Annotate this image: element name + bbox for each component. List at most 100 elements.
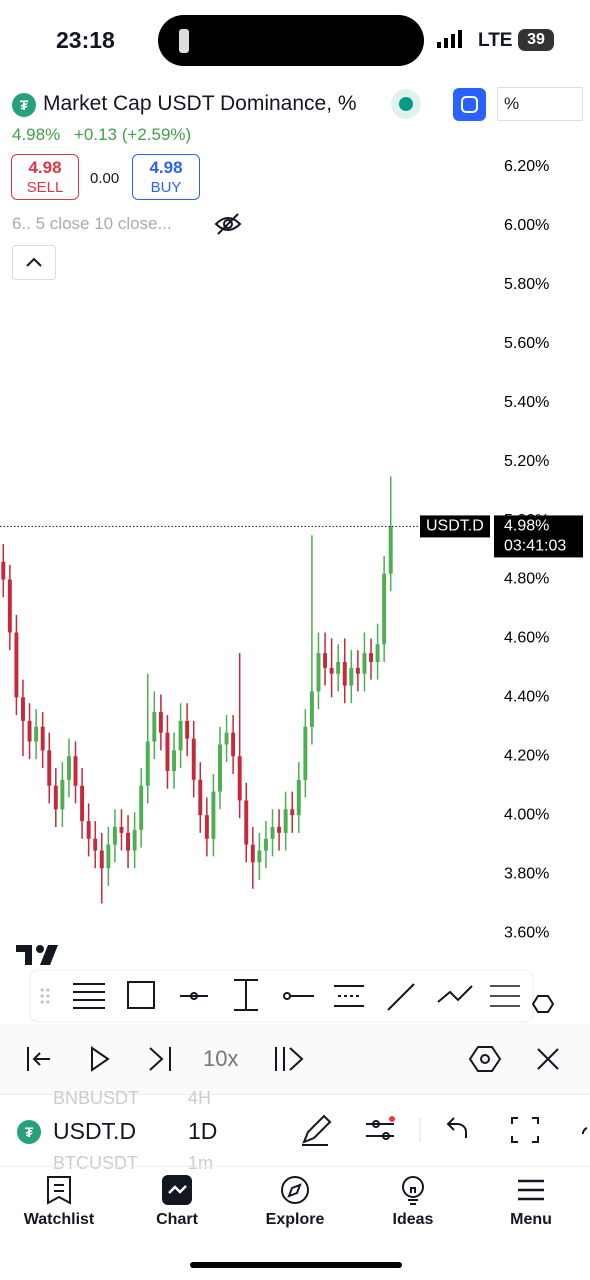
explore-icon: [281, 1176, 309, 1204]
chart-icon: [162, 1175, 192, 1205]
candle-body: [132, 829, 137, 851]
hide-icon[interactable]: [214, 212, 242, 236]
tab-ideas[interactable]: Ideas: [358, 1175, 468, 1229]
price-tag: [494, 515, 583, 558]
divider: [0, 1094, 590, 1095]
buy-button[interactable]: 4.98 BUY: [132, 154, 200, 200]
candle-body: [80, 785, 85, 822]
candle-body: [1, 561, 6, 580]
candle-body: [34, 726, 39, 742]
candle-body: [27, 720, 32, 742]
replay-bar: [0, 1024, 590, 1094]
candle-body: [336, 661, 341, 674]
menu-icon: [518, 1179, 544, 1201]
clock: 23:18: [56, 27, 115, 53]
unit-field[interactable]: %: [497, 87, 583, 121]
candle-body: [112, 826, 117, 845]
drawing-toolbar: [29, 969, 555, 1023]
symbol-icon: ₮: [12, 93, 36, 117]
y-tick-label: 6.20%: [504, 158, 549, 175]
symbol-tag-label: USDT.D: [426, 518, 484, 535]
candle-body: [342, 661, 347, 686]
candle-body: [296, 779, 301, 816]
candle-body: [323, 653, 328, 668]
tab-watchlist[interactable]: Watchlist: [4, 1175, 114, 1229]
svg-text:₮: ₮: [20, 97, 29, 113]
tab-menu[interactable]: Menu: [476, 1175, 586, 1229]
replay-controls: [27, 1046, 304, 1072]
replay-actions: [468, 1046, 559, 1072]
candle-body: [47, 750, 52, 786]
y-tick-label: 5.40%: [504, 394, 549, 411]
candle-body: [158, 712, 163, 733]
sell-button[interactable]: 4.98 SELL: [11, 154, 79, 200]
candle-body: [93, 838, 98, 851]
sell-label: SELL: [26, 179, 64, 196]
signal-icon: [437, 30, 462, 48]
candle-body: [204, 815, 209, 839]
network: LTE: [478, 30, 513, 51]
candle-body: [145, 741, 150, 786]
candle-body: [362, 653, 367, 674]
candle-body: [369, 653, 373, 662]
buy-label: BUY: [150, 179, 182, 196]
interval[interactable]: 1D: [188, 1118, 218, 1144]
tab-chart[interactable]: Chart: [122, 1175, 232, 1229]
candle-body: [198, 779, 203, 816]
candle-body: [152, 712, 157, 742]
replay-speed[interactable]: 10x: [203, 1046, 239, 1071]
price-tag-label: 4.98%: [504, 518, 549, 535]
tab-label: Chart: [156, 1211, 198, 1228]
market-status[interactable]: [390, 88, 422, 120]
candle-body: [250, 844, 255, 863]
candle-body: [106, 844, 111, 869]
candle-body: [165, 732, 170, 771]
svg-text:₮: ₮: [25, 1124, 34, 1140]
tab-label: Menu: [510, 1211, 552, 1228]
battery: 39: [518, 29, 554, 51]
y-tick-label: 3.60%: [504, 924, 549, 941]
candle-body: [218, 744, 222, 792]
prev-interval: 4H: [188, 1088, 212, 1108]
candle-body: [60, 779, 65, 810]
candle-body: [316, 653, 321, 692]
tab-explore[interactable]: Explore: [240, 1175, 350, 1229]
home-indicator: [190, 1262, 402, 1268]
candle-body: [237, 756, 242, 801]
candle-body: [277, 826, 282, 833]
candle-body: [126, 832, 131, 851]
dynamic-island: [158, 15, 424, 66]
compare-button[interactable]: [453, 88, 486, 121]
candle-body: [99, 850, 104, 869]
countdown: 03:41:03: [504, 538, 566, 555]
chart-title: Market Cap USDT Dominance, %: [43, 92, 357, 115]
prev-symbol: BNBUSDT: [53, 1088, 140, 1108]
candle-body: [263, 838, 268, 851]
candle-body: [191, 738, 196, 780]
symbol[interactable]: USDT.D: [53, 1118, 137, 1144]
y-tick-label: 4.20%: [504, 747, 549, 764]
flashlight-icon: [179, 29, 189, 53]
y-tick-label: 4.80%: [504, 571, 549, 588]
candle-body: [119, 826, 124, 833]
collapse-button[interactable]: [12, 245, 56, 280]
candle-body: [355, 667, 360, 674]
candle-body: [283, 809, 288, 833]
symbol-tag: [420, 515, 490, 538]
candle-body: [185, 720, 190, 739]
next-interval: 1m: [188, 1153, 214, 1173]
symbol-actions: [302, 1114, 588, 1146]
y-tick-label: 4.40%: [504, 689, 549, 706]
candle-body: [303, 726, 308, 780]
candle-body: [86, 821, 91, 839]
watchlist-icon: [47, 1176, 71, 1205]
price-change: +0.13 (+2.59%): [74, 125, 192, 144]
y-tick-label: 4.00%: [504, 806, 549, 823]
y-tick-label: 5.60%: [504, 335, 549, 352]
sell-price: 4.98: [28, 158, 62, 177]
next-symbol: BTCUSDT: [53, 1153, 138, 1173]
candle-body: [73, 756, 78, 786]
spread: 0.00: [90, 170, 120, 187]
indicator-legend[interactable]: 6.. 5 close 10 close...: [12, 214, 172, 233]
